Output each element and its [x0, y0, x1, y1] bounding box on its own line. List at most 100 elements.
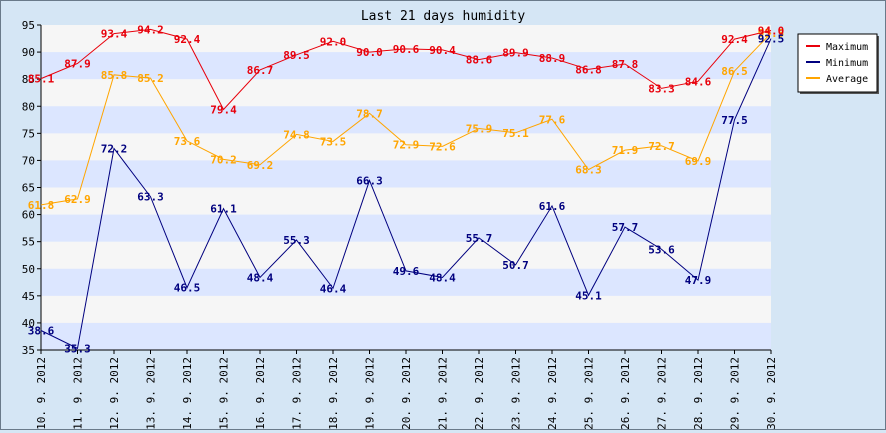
- x-tick-label: 15. 9. 2012: [218, 357, 231, 429]
- data-label-maximum: 79.4: [210, 104, 237, 117]
- x-tick-label: 11. 9. 2012: [72, 357, 85, 429]
- data-label-minimum: 63.3: [137, 191, 164, 204]
- x-tick-label: 24. 9. 2012: [546, 357, 559, 429]
- data-label-minimum: 38.6: [28, 325, 55, 338]
- data-label-maximum: 87.9: [64, 57, 91, 70]
- data-label-average: 78.7: [356, 107, 383, 120]
- data-label-minimum: 61.1: [210, 203, 237, 216]
- x-tick-label: 20. 9. 2012: [400, 357, 413, 429]
- data-label-average: 71.9: [612, 144, 639, 157]
- data-label-maximum: 90.0: [356, 46, 383, 59]
- data-label-average: 86.5: [721, 65, 748, 78]
- chart-title: Last 21 days humidity: [361, 9, 526, 24]
- data-label-average: 85.8: [101, 69, 128, 82]
- x-tick-label: 29. 9. 2012: [729, 357, 742, 429]
- data-label-minimum: 66.3: [356, 174, 383, 187]
- x-tick-label: 14. 9. 2012: [181, 357, 194, 429]
- data-label-average: 93.5: [758, 27, 785, 40]
- data-label-maximum: 86.8: [575, 63, 602, 76]
- y-tick-label: 60: [22, 209, 35, 222]
- x-tick-label: 28. 9. 2012: [692, 357, 705, 429]
- data-label-minimum: 77.5: [721, 114, 748, 127]
- data-label-minimum: 92.5: [758, 33, 785, 46]
- x-tick-label: 17. 9. 2012: [291, 357, 304, 429]
- data-label-maximum: 90.4: [429, 44, 456, 57]
- legend-label-maximum: Maximum: [826, 42, 868, 53]
- x-tick-label: 26. 9. 2012: [619, 357, 632, 429]
- grid-band: [41, 106, 771, 134]
- data-label-average: 72.7: [648, 140, 675, 153]
- legend-label-average: Average: [826, 74, 868, 85]
- grid-band: [41, 322, 771, 350]
- series-lines: [40, 28, 772, 350]
- y-tick-label: 45: [22, 290, 35, 303]
- data-label-maximum: 88.9: [539, 52, 566, 65]
- data-label-average: 61.8: [28, 199, 55, 212]
- y-tick-label: 55: [22, 236, 35, 249]
- x-tick-label: 10. 9. 2012: [35, 357, 48, 429]
- data-label-minimum: 48.4: [247, 271, 274, 284]
- data-label-maximum: 85.1: [28, 73, 55, 86]
- data-label-maximum: 84.6: [685, 75, 712, 88]
- data-label-maximum: 92.4: [174, 33, 201, 46]
- data-label-maximum: 94.0: [758, 24, 785, 37]
- x-tick-label: 12. 9. 2012: [108, 357, 121, 429]
- data-label-average: 68.3: [575, 164, 602, 177]
- data-label-minimum: 72.2: [101, 143, 128, 156]
- axes: 35 40 45 50 55 60 65 70 75 80 85 90 95 10. 9. 2012 11.…: [22, 19, 778, 430]
- y-tick-label: 80: [22, 100, 35, 113]
- data-label-average: 73.5: [320, 135, 347, 148]
- grid-bands: [41, 25, 771, 350]
- data-labels: 61.8 62.9 85.8 85.2 73.6 70.2 69.2 74.8 73.5 78.7…: [28, 23, 785, 355]
- data-label-average: 69.9: [685, 155, 712, 168]
- data-label-maximum: 93.4: [101, 28, 128, 41]
- data-label-minimum: 53.6: [648, 243, 675, 256]
- legend: Maximum Minimum Average: [797, 33, 879, 94]
- y-tick-label: 85: [22, 73, 35, 86]
- data-label-maximum: 92.0: [320, 35, 347, 48]
- data-label-maximum: 86.7: [247, 64, 274, 77]
- series-line-maximum: [40, 28, 772, 111]
- data-label-minimum: 50.7: [502, 259, 529, 272]
- data-label-average: 74.8: [283, 128, 310, 141]
- data-label-average: 72.6: [429, 140, 456, 153]
- x-tick-label: 18. 9. 2012: [327, 357, 340, 429]
- y-tick-label: 75: [22, 127, 35, 140]
- y-tick-label: 90: [22, 46, 35, 59]
- grid-band: [41, 214, 771, 242]
- data-label-minimum: 57.7: [612, 221, 639, 234]
- data-label-average: 75.9: [466, 122, 493, 135]
- data-label-maximum: 83.3: [648, 82, 675, 95]
- x-tick-label: 19. 9. 2012: [364, 357, 377, 429]
- data-label-minimum: 47.9: [685, 274, 712, 287]
- data-label-average: 73.6: [174, 135, 201, 148]
- data-label-average: 85.2: [137, 72, 164, 85]
- data-label-maximum: 88.6: [466, 54, 493, 67]
- data-label-minimum: 46.4: [320, 282, 347, 295]
- x-tick-label: 21. 9. 2012: [437, 357, 450, 429]
- data-label-minimum: 35.3: [64, 342, 91, 355]
- y-tick-label: 50: [22, 263, 35, 276]
- data-label-maximum: 90.6: [393, 43, 420, 56]
- data-label-average: 62.9: [64, 193, 91, 206]
- y-tick-label: 35: [22, 344, 35, 357]
- data-label-average: 69.2: [247, 159, 274, 172]
- data-label-minimum: 48.4: [429, 271, 456, 284]
- series-line-minimum: [40, 38, 772, 350]
- x-tick-label: 30. 9. 2012: [765, 357, 778, 429]
- data-label-minimum: 61.6: [539, 200, 566, 213]
- grid-band: [41, 160, 771, 188]
- data-label-minimum: 45.1: [575, 289, 602, 302]
- data-label-average: 72.9: [393, 139, 420, 152]
- data-label-maximum: 94.2: [137, 23, 164, 36]
- x-tick-label: 25. 9. 2012: [583, 357, 596, 429]
- data-label-maximum: 89.9: [502, 47, 529, 60]
- data-label-maximum: 89.5: [283, 49, 310, 62]
- y-tick-label: 40: [22, 317, 35, 330]
- y-tick-label: 70: [22, 154, 35, 167]
- grid-band: [41, 268, 771, 296]
- grid-band: [41, 52, 771, 80]
- data-label-average: 70.2: [210, 153, 237, 166]
